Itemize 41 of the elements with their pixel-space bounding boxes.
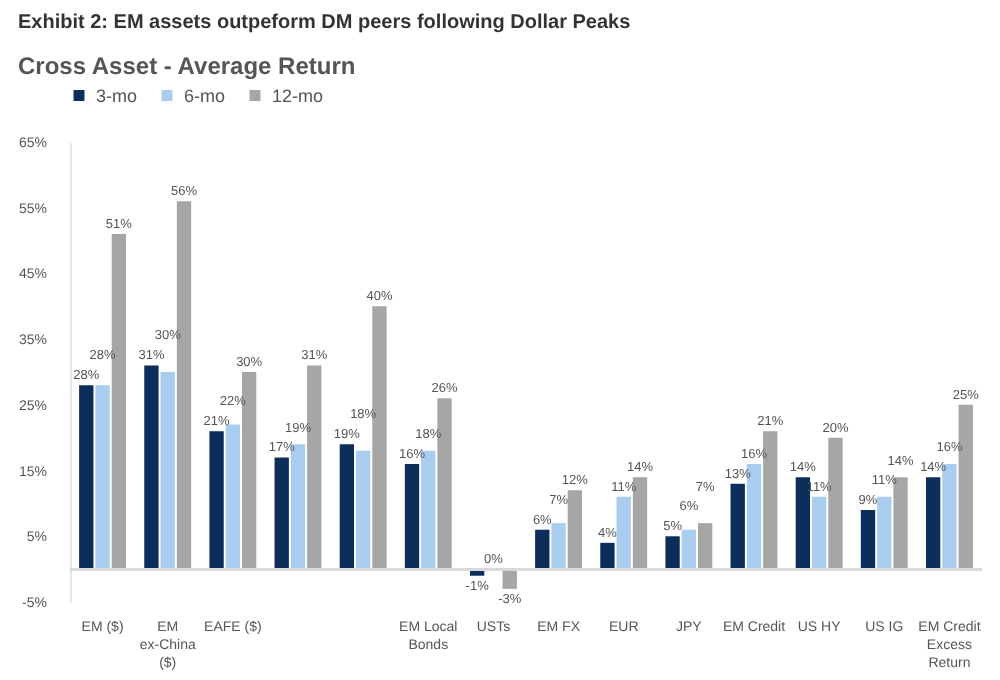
bar <box>877 496 892 570</box>
bar <box>355 450 371 570</box>
bar <box>111 234 127 570</box>
bar <box>144 365 159 570</box>
bar <box>535 529 550 570</box>
bar <box>160 372 175 570</box>
bar <box>681 529 697 570</box>
legend-label: 6-mo <box>184 85 226 106</box>
bar <box>307 365 322 570</box>
legend-label: 12-mo <box>272 85 324 106</box>
bar <box>697 523 713 570</box>
bar <box>925 477 941 570</box>
chart-title: Exhibit 2: EM assets outpeform DM peers following Dollar Peaks <box>17 12 632 34</box>
bar <box>372 306 387 570</box>
bar <box>942 464 957 570</box>
bar <box>209 431 224 570</box>
bar <box>421 450 436 570</box>
bar <box>95 385 110 570</box>
bar <box>616 496 631 570</box>
chart-subtitle: Cross Asset - Average Return <box>17 52 356 80</box>
bar <box>795 477 811 570</box>
bar <box>502 569 517 589</box>
bar <box>958 404 973 570</box>
bar <box>763 431 778 570</box>
bar <box>828 437 843 570</box>
bar <box>811 496 827 570</box>
bar <box>404 464 420 570</box>
bar <box>665 536 680 570</box>
bar <box>274 457 289 570</box>
bar <box>893 477 908 570</box>
bar <box>225 424 241 570</box>
bar <box>860 510 876 570</box>
bar <box>730 483 745 570</box>
bar <box>437 398 452 570</box>
bar <box>632 477 648 570</box>
bar <box>79 385 94 570</box>
bar <box>551 523 566 570</box>
bar <box>567 490 583 570</box>
bar <box>600 542 615 570</box>
bar <box>339 444 355 570</box>
legend-label: 3-mo <box>96 85 138 106</box>
